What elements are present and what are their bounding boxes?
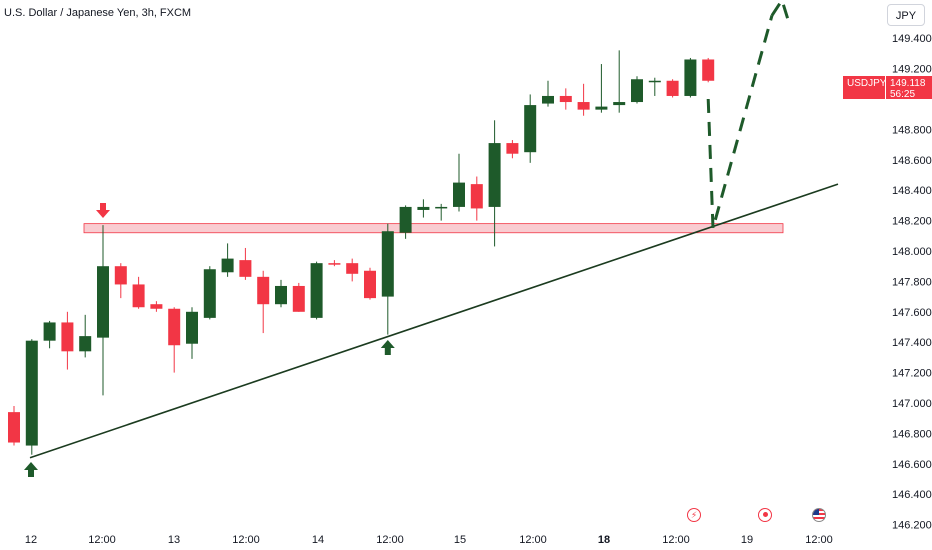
current-price: 149.118 — [890, 78, 925, 89]
candle-body — [542, 96, 554, 104]
x-tick-label: 18 — [598, 534, 610, 546]
candle-body — [44, 322, 56, 340]
projection-path — [708, 15, 772, 228]
x-tick-label: 12:00 — [519, 534, 547, 546]
candle-body — [79, 336, 91, 351]
candle-body — [328, 263, 340, 265]
y-tick-label: 146.200 — [892, 520, 932, 532]
candle-body — [595, 107, 607, 110]
candle-body — [506, 143, 518, 154]
candle-body — [26, 341, 38, 446]
candle-body — [489, 143, 501, 207]
y-tick-label: 146.400 — [892, 489, 932, 501]
candle-body — [417, 207, 429, 210]
candle-body — [400, 207, 412, 233]
target-icon[interactable] — [758, 508, 772, 522]
chart-title: U.S. Dollar / Japanese Yen, 3h, FXCM — [4, 7, 191, 19]
candle-body — [133, 284, 145, 307]
x-tick-label: 13 — [168, 534, 180, 546]
candle-body — [613, 102, 625, 105]
y-tick-label: 148.800 — [892, 124, 932, 136]
us-flag-icon[interactable] — [812, 508, 826, 522]
candle-body — [702, 59, 714, 80]
y-tick-label: 147.600 — [892, 307, 932, 319]
candle-body — [239, 260, 251, 277]
current-price-tag: 149.118 56:25 — [886, 76, 932, 99]
symbol-label: USDJPY — [847, 78, 886, 89]
candle-body — [257, 277, 269, 304]
candle-body — [346, 263, 358, 274]
candle-body — [275, 286, 287, 304]
y-tick-label: 147.800 — [892, 276, 932, 288]
x-tick-label: 19 — [741, 534, 753, 546]
candle-body — [97, 266, 109, 337]
candle-body — [311, 263, 323, 318]
currency-button[interactable]: JPY — [887, 4, 925, 26]
candle-body — [222, 259, 234, 273]
x-tick-label: 12:00 — [662, 534, 690, 546]
resistance-zone — [84, 224, 783, 233]
x-tick-label: 12:00 — [232, 534, 260, 546]
candle-body — [453, 183, 465, 207]
candle-body — [186, 312, 198, 344]
y-tick-label: 148.600 — [892, 155, 932, 167]
bar-countdown: 56:25 — [890, 89, 915, 100]
candle-body — [684, 59, 696, 95]
candle-body — [293, 286, 305, 312]
candle-body — [667, 81, 679, 96]
candle-body — [168, 309, 180, 345]
candle-body — [649, 81, 661, 83]
x-tick-label: 12:00 — [376, 534, 404, 546]
lightning-icon[interactable]: ⚡ — [687, 508, 701, 522]
candle-body — [524, 105, 536, 152]
y-tick-label: 148.000 — [892, 246, 932, 258]
y-tick-label: 146.600 — [892, 459, 932, 471]
y-tick-label: 148.200 — [892, 216, 932, 228]
x-tick-label: 12:00 — [88, 534, 116, 546]
candle-body — [204, 269, 216, 318]
candle-body — [150, 304, 162, 309]
candle-body — [578, 102, 590, 110]
x-tick-label: 12:00 — [805, 534, 833, 546]
buy-arrow-marker — [381, 340, 395, 355]
candle-body — [8, 412, 20, 442]
y-tick-label: 147.400 — [892, 337, 932, 349]
candle-body — [61, 322, 73, 351]
y-tick-label: 149.400 — [892, 33, 932, 45]
buy-arrow-marker — [24, 462, 38, 477]
candle-body — [631, 79, 643, 102]
candle-body — [382, 231, 394, 296]
y-tick-label: 147.000 — [892, 398, 932, 410]
symbol-price-label: USDJPY — [843, 76, 885, 99]
candle-body — [471, 184, 483, 208]
candle-body — [435, 207, 447, 209]
x-tick-label: 12 — [25, 534, 37, 546]
y-tick-label: 148.400 — [892, 185, 932, 197]
candle-body — [364, 271, 376, 298]
x-tick-label: 15 — [454, 534, 466, 546]
y-tick-label: 147.200 — [892, 368, 932, 380]
candle-body — [560, 96, 572, 102]
sell-arrow-marker — [96, 203, 110, 218]
y-tick-label: 149.200 — [892, 64, 932, 76]
projection-head — [772, 0, 790, 26]
candle-body — [115, 266, 127, 284]
x-tick-label: 14 — [312, 534, 324, 546]
y-tick-label: 146.800 — [892, 428, 932, 440]
